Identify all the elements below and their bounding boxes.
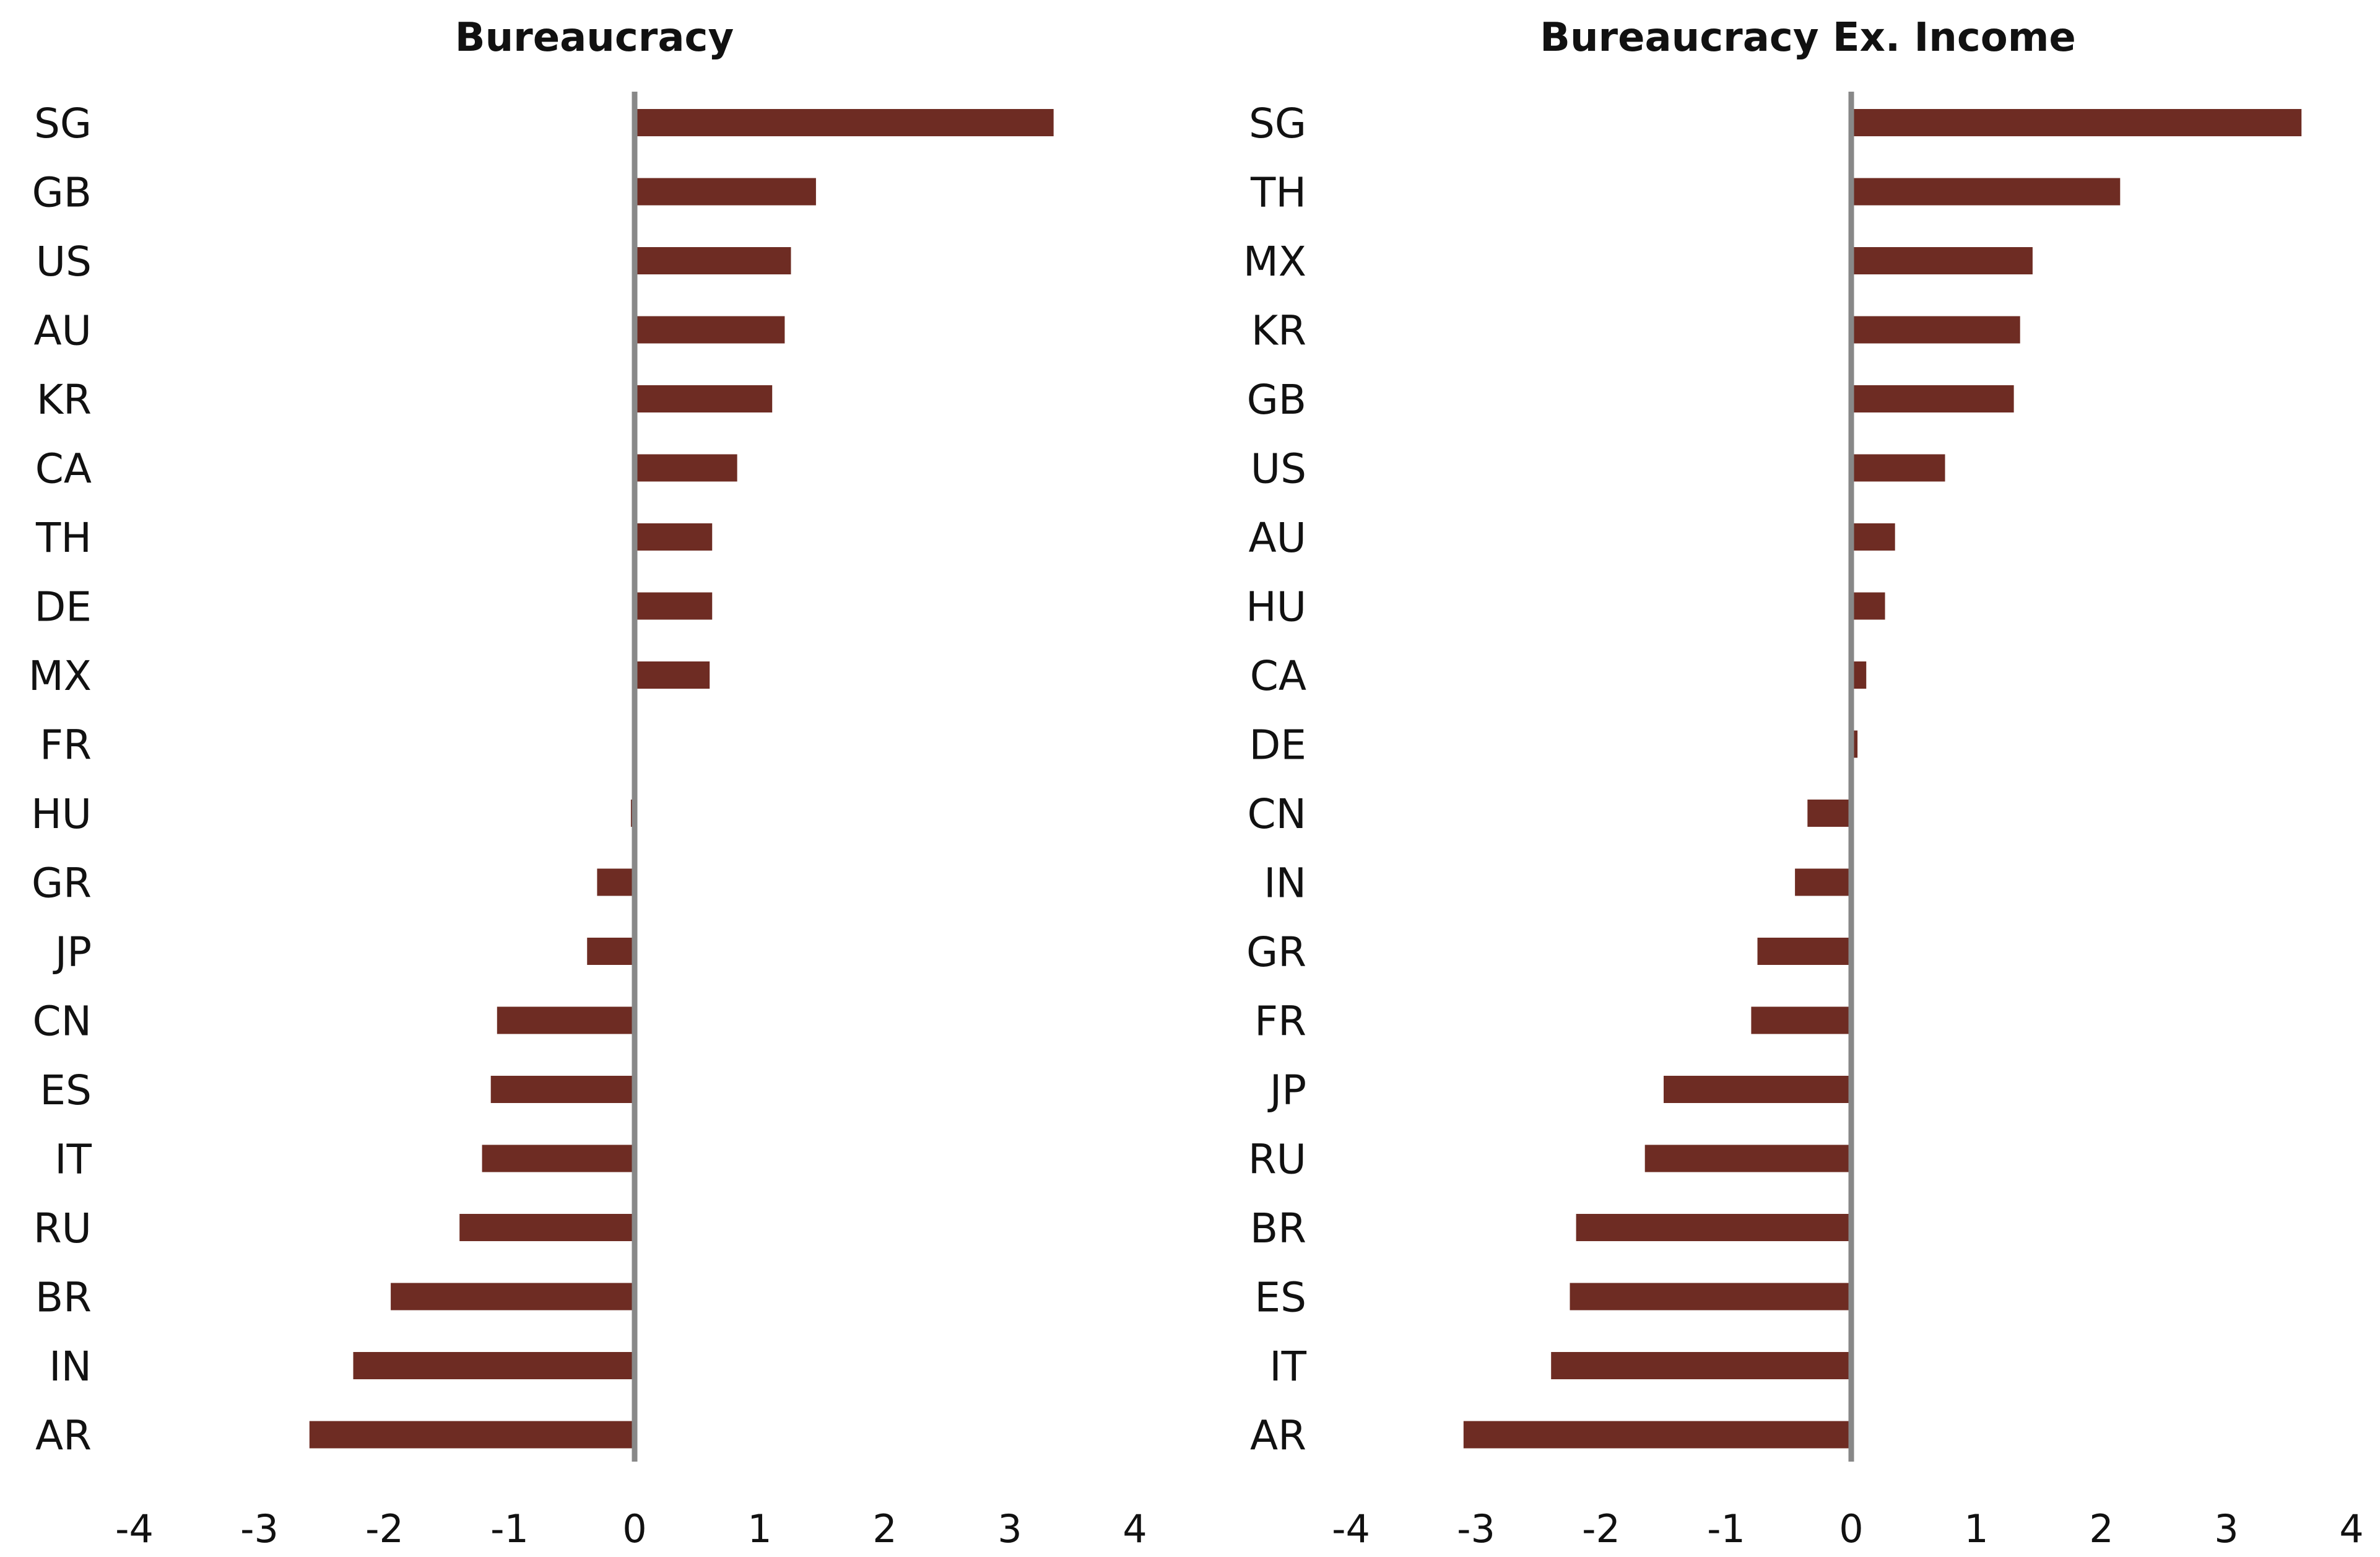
chart-2-bar-es (1570, 1283, 1851, 1311)
chart-1-bar-de (635, 592, 713, 620)
chart-1-category-label-in: IN (49, 1343, 92, 1390)
chart-2-category-label-in: IN (1264, 860, 1306, 907)
chart-1-category-label-de: DE (34, 583, 92, 631)
chart-1-x-tick-2: 2 (872, 1506, 897, 1551)
chart-2-category-label-br: BR (1250, 1205, 1306, 1252)
chart-1-category-label-jp: JP (53, 928, 92, 976)
chart-2-category-label-mx: MX (1243, 238, 1306, 286)
chart-2-bar-ar (1463, 1421, 1851, 1449)
chart-2-category-label-jp: JP (1267, 1066, 1306, 1114)
chart-2-bar-br (1576, 1214, 1851, 1241)
chart-1-category-label-cn: CN (33, 998, 92, 1045)
chart-2-bar-jp (1664, 1076, 1851, 1103)
chart-2-x-tick-neg1: -1 (1707, 1506, 1745, 1551)
chart-1-category-label-it: IT (54, 1136, 92, 1184)
chart-2-bar-hu (1851, 592, 1885, 620)
chart-1-category-label-es: ES (40, 1066, 92, 1114)
chart-1-bar-sg (635, 109, 1054, 136)
chart-1-bar-cn (497, 1006, 635, 1034)
chart-1-bar-br (391, 1283, 635, 1311)
chart-1-x-tick-0: 0 (622, 1506, 646, 1551)
chart-2-x-tick-1: 1 (1964, 1506, 1988, 1551)
chart-2-bar-us (1851, 454, 1945, 482)
chart-2-category-label-th: TH (1250, 169, 1306, 217)
chart-2-category-label-cn: CN (1248, 790, 1306, 838)
chart-1-x-tick-neg4: -4 (115, 1506, 154, 1551)
chart-2-bar-mx (1851, 247, 2033, 274)
chart-2-bar-cn (1807, 800, 1851, 827)
chart-2-x-tick-3: 3 (2214, 1506, 2238, 1551)
chart-1-category-label-ar: AR (35, 1412, 92, 1460)
chart-1-bar-ca (635, 454, 737, 482)
chart-2-bar-gr (1757, 938, 1851, 965)
chart-2-category-label-ar: AR (1250, 1412, 1306, 1460)
chart-2-x-tick-neg4: -4 (1332, 1506, 1370, 1551)
chart-2-bar-sg (1851, 109, 2302, 136)
chart-1-category-label-au: AU (34, 307, 92, 355)
chart-1-bar-gr (597, 868, 635, 896)
chart-2-category-label-fr: FR (1254, 998, 1306, 1045)
chart-2-bar-th (1851, 178, 2121, 206)
chart-1-category-label-ca: CA (35, 445, 92, 493)
chart-1-x-tick-neg1: -1 (490, 1506, 529, 1551)
chart-1-category-label-th: TH (35, 514, 92, 562)
chart-1-x-tick-neg2: -2 (365, 1506, 404, 1551)
chart-1-bar-kr (635, 385, 773, 412)
chart-1-bar-ru (459, 1214, 635, 1241)
chart-2-bar-gb (1851, 385, 2014, 412)
chart-2-category-label-it: IT (1269, 1343, 1306, 1390)
chart-2-bar-ru (1644, 1145, 1851, 1172)
chart-2-bar-au (1851, 523, 1895, 551)
chart-2-x-tick-neg3: -3 (1457, 1506, 1495, 1551)
chart-1-category-label-ru: RU (33, 1205, 92, 1252)
chart-2-bar-kr (1851, 316, 2020, 344)
chart-2-bar-it (1551, 1352, 1851, 1379)
chart-2-bar-in (1795, 868, 1851, 896)
chart-2-category-label-ca: CA (1250, 652, 1306, 700)
chart-1-bar-it (482, 1145, 635, 1172)
chart-1-category-label-mx: MX (28, 652, 92, 700)
chart-1-category-label-gb: GB (32, 169, 92, 217)
chart-2-category-label-es: ES (1254, 1274, 1306, 1322)
chart-2-category-label-ru: RU (1248, 1136, 1306, 1184)
chart-2-category-label-kr: KR (1251, 307, 1306, 355)
chart-1-x-tick-4: 4 (1123, 1506, 1147, 1551)
chart-2-title: Bureaucracy Ex. Income (1540, 15, 2076, 61)
chart-1-bar-th (635, 523, 713, 551)
chart-1-bar-au (635, 316, 785, 344)
chart-1-category-label-sg: SG (34, 100, 92, 147)
chart-1-x-tick-1: 1 (747, 1506, 771, 1551)
chart-1-bar-mx (635, 661, 710, 689)
chart-1-title: Bureaucracy (455, 15, 734, 61)
chart-1-category-label-kr: KR (37, 376, 92, 424)
chart-2-x-tick-2: 2 (2089, 1506, 2113, 1551)
chart-1-bar-jp (587, 938, 635, 965)
chart-1-category-label-hu: HU (31, 790, 92, 838)
chart-1-x-tick-3: 3 (997, 1506, 1022, 1551)
chart-2-x-tick-4: 4 (2339, 1506, 2363, 1551)
chart-2-x-tick-neg2: -2 (1582, 1506, 1620, 1551)
chart-1-x-tick-neg3: -3 (240, 1506, 279, 1551)
chart-1-bar-us (635, 247, 791, 274)
chart-1-category-label-br: BR (35, 1274, 92, 1322)
chart-2-category-label-au: AU (1249, 514, 1306, 562)
chart-2-category-label-de: DE (1249, 722, 1306, 769)
chart-2-category-label-us: US (1251, 445, 1306, 493)
chart-2-category-label-gb: GB (1247, 376, 1306, 424)
chart-1-bar-in (353, 1352, 635, 1379)
chart-2-bar-de (1851, 730, 1858, 758)
chart-1-bar-gb (635, 178, 816, 206)
chart-1-bar-ar (309, 1421, 635, 1449)
chart-1-category-label-us: US (36, 238, 92, 286)
chart-2-category-label-sg: SG (1249, 100, 1306, 147)
chart-1-bar-es (490, 1076, 635, 1103)
chart-2-x-tick-0: 0 (1839, 1506, 1863, 1551)
chart-2-category-label-hu: HU (1246, 583, 1306, 631)
chart-1-category-label-gr: GR (32, 860, 92, 907)
chart-2-bar-fr (1751, 1006, 1851, 1034)
chart-2-category-label-gr: GR (1246, 928, 1306, 976)
chart-1-category-label-fr: FR (40, 722, 92, 769)
